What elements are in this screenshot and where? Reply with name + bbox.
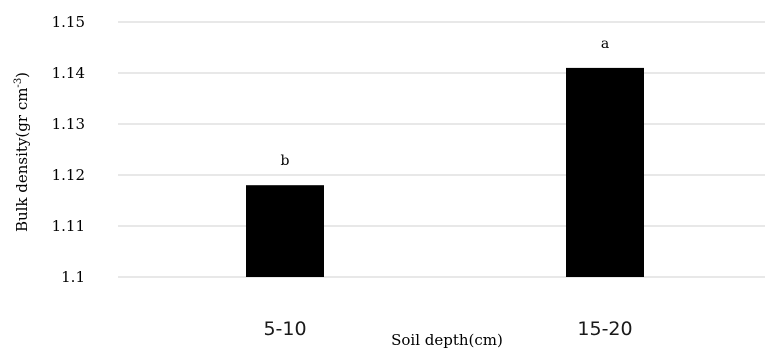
data-label: b xyxy=(281,153,290,169)
y-axis-title: Bulk density(gr cm-3) xyxy=(13,72,31,232)
x-axis-title: Soil depth(cm) xyxy=(391,331,503,349)
y-tick-label: 1.13 xyxy=(52,115,85,133)
x-category-labels: 5-10 15-20 xyxy=(263,318,632,340)
y-tick-label: 1.12 xyxy=(52,166,85,184)
bars xyxy=(246,67,644,278)
gridlines xyxy=(118,21,765,278)
data-labels: ba xyxy=(281,36,610,169)
y-axis-title-close: ) xyxy=(13,72,31,78)
bar-5-10 xyxy=(246,185,324,277)
y-tick-label: 1.14 xyxy=(52,64,85,82)
data-label: a xyxy=(601,36,609,52)
x-category-label: 5-10 xyxy=(263,318,306,340)
y-axis-title-main: Bulk density(gr cm xyxy=(13,88,31,233)
y-tick-label: 1.15 xyxy=(52,13,85,31)
y-tick-labels: 1.1 1.11 1.12 1.13 1.14 1.15 xyxy=(52,13,85,286)
bar-15-20 xyxy=(566,67,644,278)
x-category-label: 15-20 xyxy=(577,318,632,340)
y-tick-label: 1.1 xyxy=(61,268,85,286)
y-axis-title-superscript: -3 xyxy=(13,78,24,88)
y-tick-label: 1.11 xyxy=(52,217,85,235)
